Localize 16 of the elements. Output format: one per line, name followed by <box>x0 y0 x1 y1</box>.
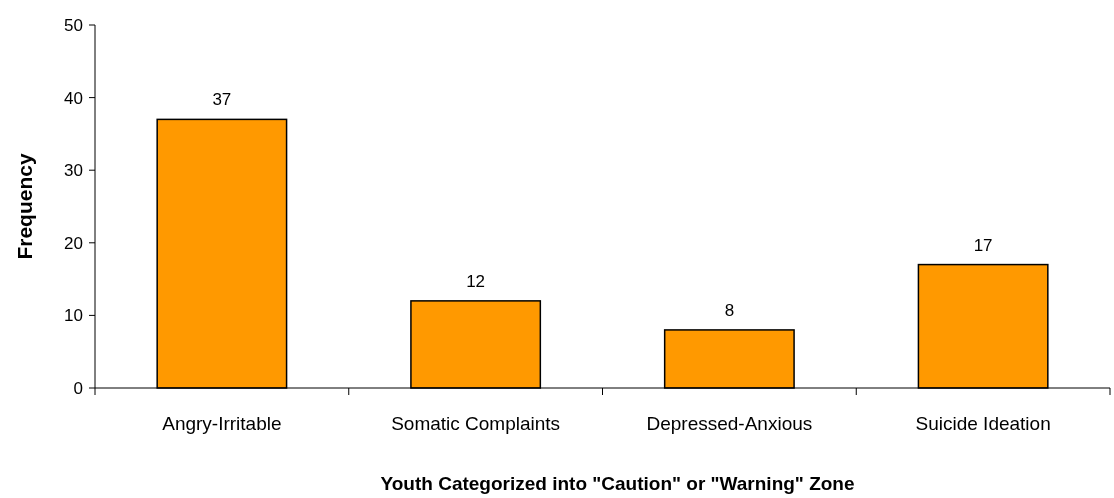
y-tick-label: 30 <box>64 161 83 181</box>
x-tick-label: Angry-Irritable <box>162 413 282 434</box>
data-label: 17 <box>973 235 993 255</box>
x-tick-label: Suicide Ideation <box>915 413 1051 434</box>
y-tick-label: 0 <box>73 378 83 398</box>
y-axis-title: Frequency <box>13 153 36 260</box>
y-tick-label: 10 <box>64 306 83 326</box>
x-tick-label: Depressed-Anxious <box>646 413 813 434</box>
data-label: 12 <box>466 271 486 291</box>
x-tick-label: Somatic Complaints <box>391 413 561 434</box>
y-tick-label: 40 <box>64 88 83 108</box>
data-label: 8 <box>724 300 735 320</box>
data-label: 37 <box>212 90 232 110</box>
x-axis-title: Youth Categorized into "Caution" or "Warning" Zone <box>380 473 855 494</box>
y-tick-label: 20 <box>64 233 83 253</box>
y-tick-label: 50 <box>64 15 83 35</box>
